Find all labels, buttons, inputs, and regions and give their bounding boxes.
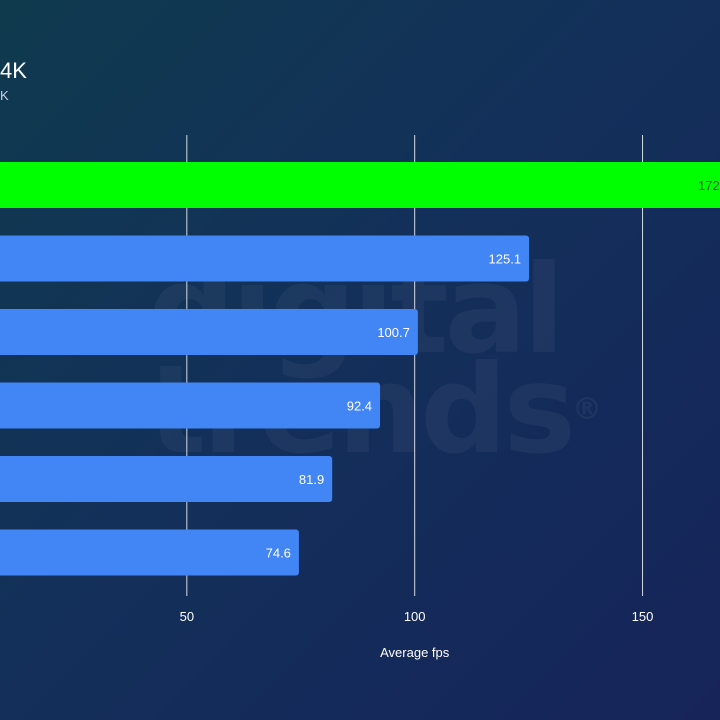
- bar-value-label-3: 92.4: [347, 399, 372, 414]
- bar-value-label-4: 81.9: [299, 472, 324, 487]
- bar-value-label-2: 100.7: [377, 325, 410, 340]
- x-tick-label-50: 50: [180, 609, 194, 624]
- chart-title: 4K: [0, 58, 27, 83]
- x-axis-label: Average fps: [380, 645, 450, 660]
- bar-4: [0, 456, 333, 502]
- bar-3: [0, 382, 381, 429]
- x-tick-label-100: 100: [404, 609, 426, 624]
- bar-value-label-0: 172: [698, 178, 720, 193]
- chart-subtitle: K: [0, 88, 9, 103]
- bar-0: [0, 162, 720, 208]
- bar-value-label-5: 74.6: [266, 546, 291, 561]
- bar-5: [0, 529, 299, 576]
- bar-value-label-1: 125.1: [489, 252, 522, 267]
- x-tick-label-150: 150: [632, 609, 654, 624]
- bar-2: [0, 309, 418, 355]
- bar-1: [0, 235, 530, 282]
